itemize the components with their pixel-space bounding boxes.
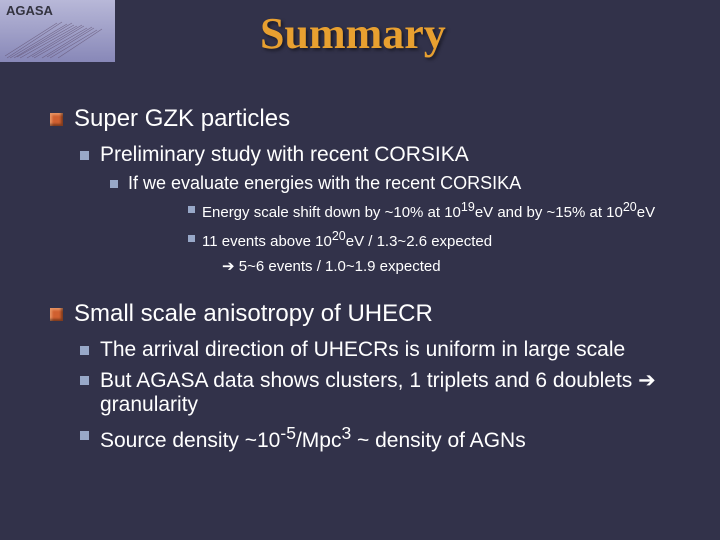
- agasa-logo: AGASA: [0, 0, 115, 62]
- slide-content: Super GZK particles Preliminary study wi…: [50, 105, 690, 459]
- bullet-l2: Source density ~10-5/Mpc3 ~ density of A…: [50, 423, 690, 453]
- logo-text: AGASA: [6, 3, 53, 18]
- section-heading: Small scale anisotropy of UHECR: [50, 300, 690, 328]
- bullet-l3: If we evaluate energies with the recent …: [50, 173, 690, 194]
- bullet-l2: Preliminary study with recent CORSIKA: [50, 143, 690, 167]
- bullet-l4-cont: ➔ 5~6 events / 1.0~1.9 expected: [50, 258, 690, 277]
- bullet-l2: But AGASA data shows clusters, 1 triplet…: [50, 368, 690, 417]
- bullet-l4: 11 events above 1020eV / 1.3~2.6 expecte…: [50, 229, 690, 252]
- bullet-l2: The arrival direction of UHECRs is unifo…: [50, 338, 690, 362]
- logo-rays-graphic: [2, 20, 112, 60]
- slide-title: Summary: [260, 8, 446, 59]
- bullet-l4: Energy scale shift down by ~10% at 1019e…: [50, 200, 690, 223]
- section-heading: Super GZK particles: [50, 105, 690, 133]
